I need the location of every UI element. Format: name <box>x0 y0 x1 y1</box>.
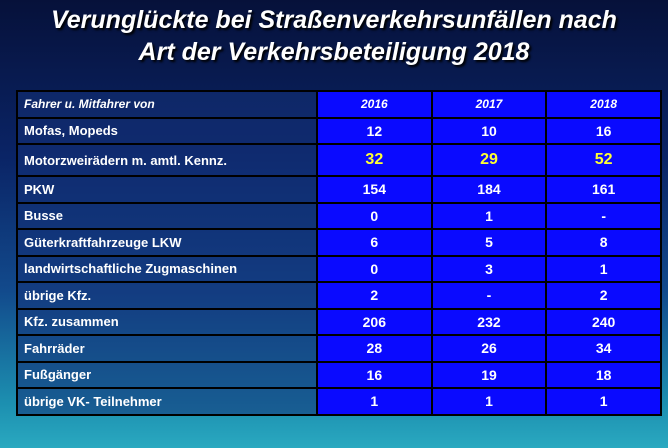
casualties-table: Fahrer u. Mitfahrer von 2016 2017 2018 M… <box>16 90 662 416</box>
row-value: 16 <box>316 360 433 389</box>
title-line-2: Art der Verkehrsbeteiligung 2018 <box>138 38 530 66</box>
row-value: 5 <box>430 228 548 257</box>
table-row: Fahrräder 28 26 34 <box>16 334 662 363</box>
table-row: landwirtschaftliche Zugmaschinen 0 3 1 <box>16 254 662 283</box>
row-value: 154 <box>316 175 433 204</box>
table-row: Güterkraftfahrzeuge LKW 6 5 8 <box>16 228 662 257</box>
row-value: 2 <box>316 281 433 310</box>
row-label: landwirtschaftliche Zugmaschinen <box>16 254 318 283</box>
row-value: 32 <box>316 143 433 177</box>
row-value: 161 <box>545 175 662 204</box>
row-value: 0 <box>316 201 433 230</box>
header-year: 2018 <box>545 90 662 119</box>
header-label: Fahrer u. Mitfahrer von <box>16 90 318 119</box>
row-value: 184 <box>430 175 548 204</box>
row-label: Fahrräder <box>16 334 318 363</box>
header-year: 2017 <box>430 90 548 119</box>
table-row: übrige Kfz. 2-2 <box>16 281 662 310</box>
row-value: 1 <box>545 387 662 416</box>
row-label: Fußgänger <box>16 360 318 389</box>
row-value: 16 <box>545 116 662 145</box>
row-value: 1 <box>430 201 548 230</box>
row-label: Motorzweirädern m. amtl. Kennz. <box>16 143 318 177</box>
table-row: Kfz. zusammen 206 232 240 <box>16 307 662 336</box>
table-header-row: Fahrer u. Mitfahrer von 2016 2017 2018 <box>16 90 662 119</box>
row-value: 240 <box>545 307 662 336</box>
row-value: 28 <box>316 334 433 363</box>
table-row: Motorzweirädern m. amtl. Kennz. 32 29 52 <box>16 143 662 177</box>
row-value: 232 <box>430 307 548 336</box>
row-label: Güterkraftfahrzeuge LKW <box>16 228 318 257</box>
table-row: Busse 0 1- <box>16 201 662 230</box>
row-value: 8 <box>545 228 662 257</box>
row-value: 52 <box>545 143 662 177</box>
row-value: 0 <box>316 254 433 283</box>
table-row: übrige VK- Teilnehmer 1 1 1 <box>16 387 662 416</box>
row-label: übrige VK- Teilnehmer <box>16 387 318 416</box>
row-label: übrige Kfz. <box>16 281 318 310</box>
row-label: Mofas, Mopeds <box>16 116 318 145</box>
row-value: 1 <box>430 387 548 416</box>
row-value: 3 <box>430 254 548 283</box>
row-value: 6 <box>316 228 433 257</box>
row-value: - <box>545 201 662 230</box>
row-value: 26 <box>430 334 548 363</box>
row-value: 29 <box>430 143 548 177</box>
table-row: Fußgänger 16 19 18 <box>16 360 662 389</box>
row-label: Busse <box>16 201 318 230</box>
row-value: 10 <box>430 116 548 145</box>
slide-title: Verunglückte bei Straßenverkehrsunfällen… <box>0 4 668 68</box>
row-label: Kfz. zusammen <box>16 307 318 336</box>
row-value: 19 <box>430 360 548 389</box>
table-row: Mofas, Mopeds 12 10 16 <box>16 116 662 145</box>
row-value: 18 <box>545 360 662 389</box>
header-year: 2016 <box>316 90 433 119</box>
table-row: PKW 154 184 161 <box>16 175 662 204</box>
row-value: - <box>430 281 548 310</box>
row-value: 1 <box>545 254 662 283</box>
title-line-1: Verunglückte bei Straßenverkehrsunfällen… <box>51 6 617 34</box>
row-value: 1 <box>316 387 433 416</box>
row-label: PKW <box>16 175 318 204</box>
row-value: 34 <box>545 334 662 363</box>
row-value: 206 <box>316 307 433 336</box>
row-value: 12 <box>316 116 433 145</box>
row-value: 2 <box>545 281 662 310</box>
